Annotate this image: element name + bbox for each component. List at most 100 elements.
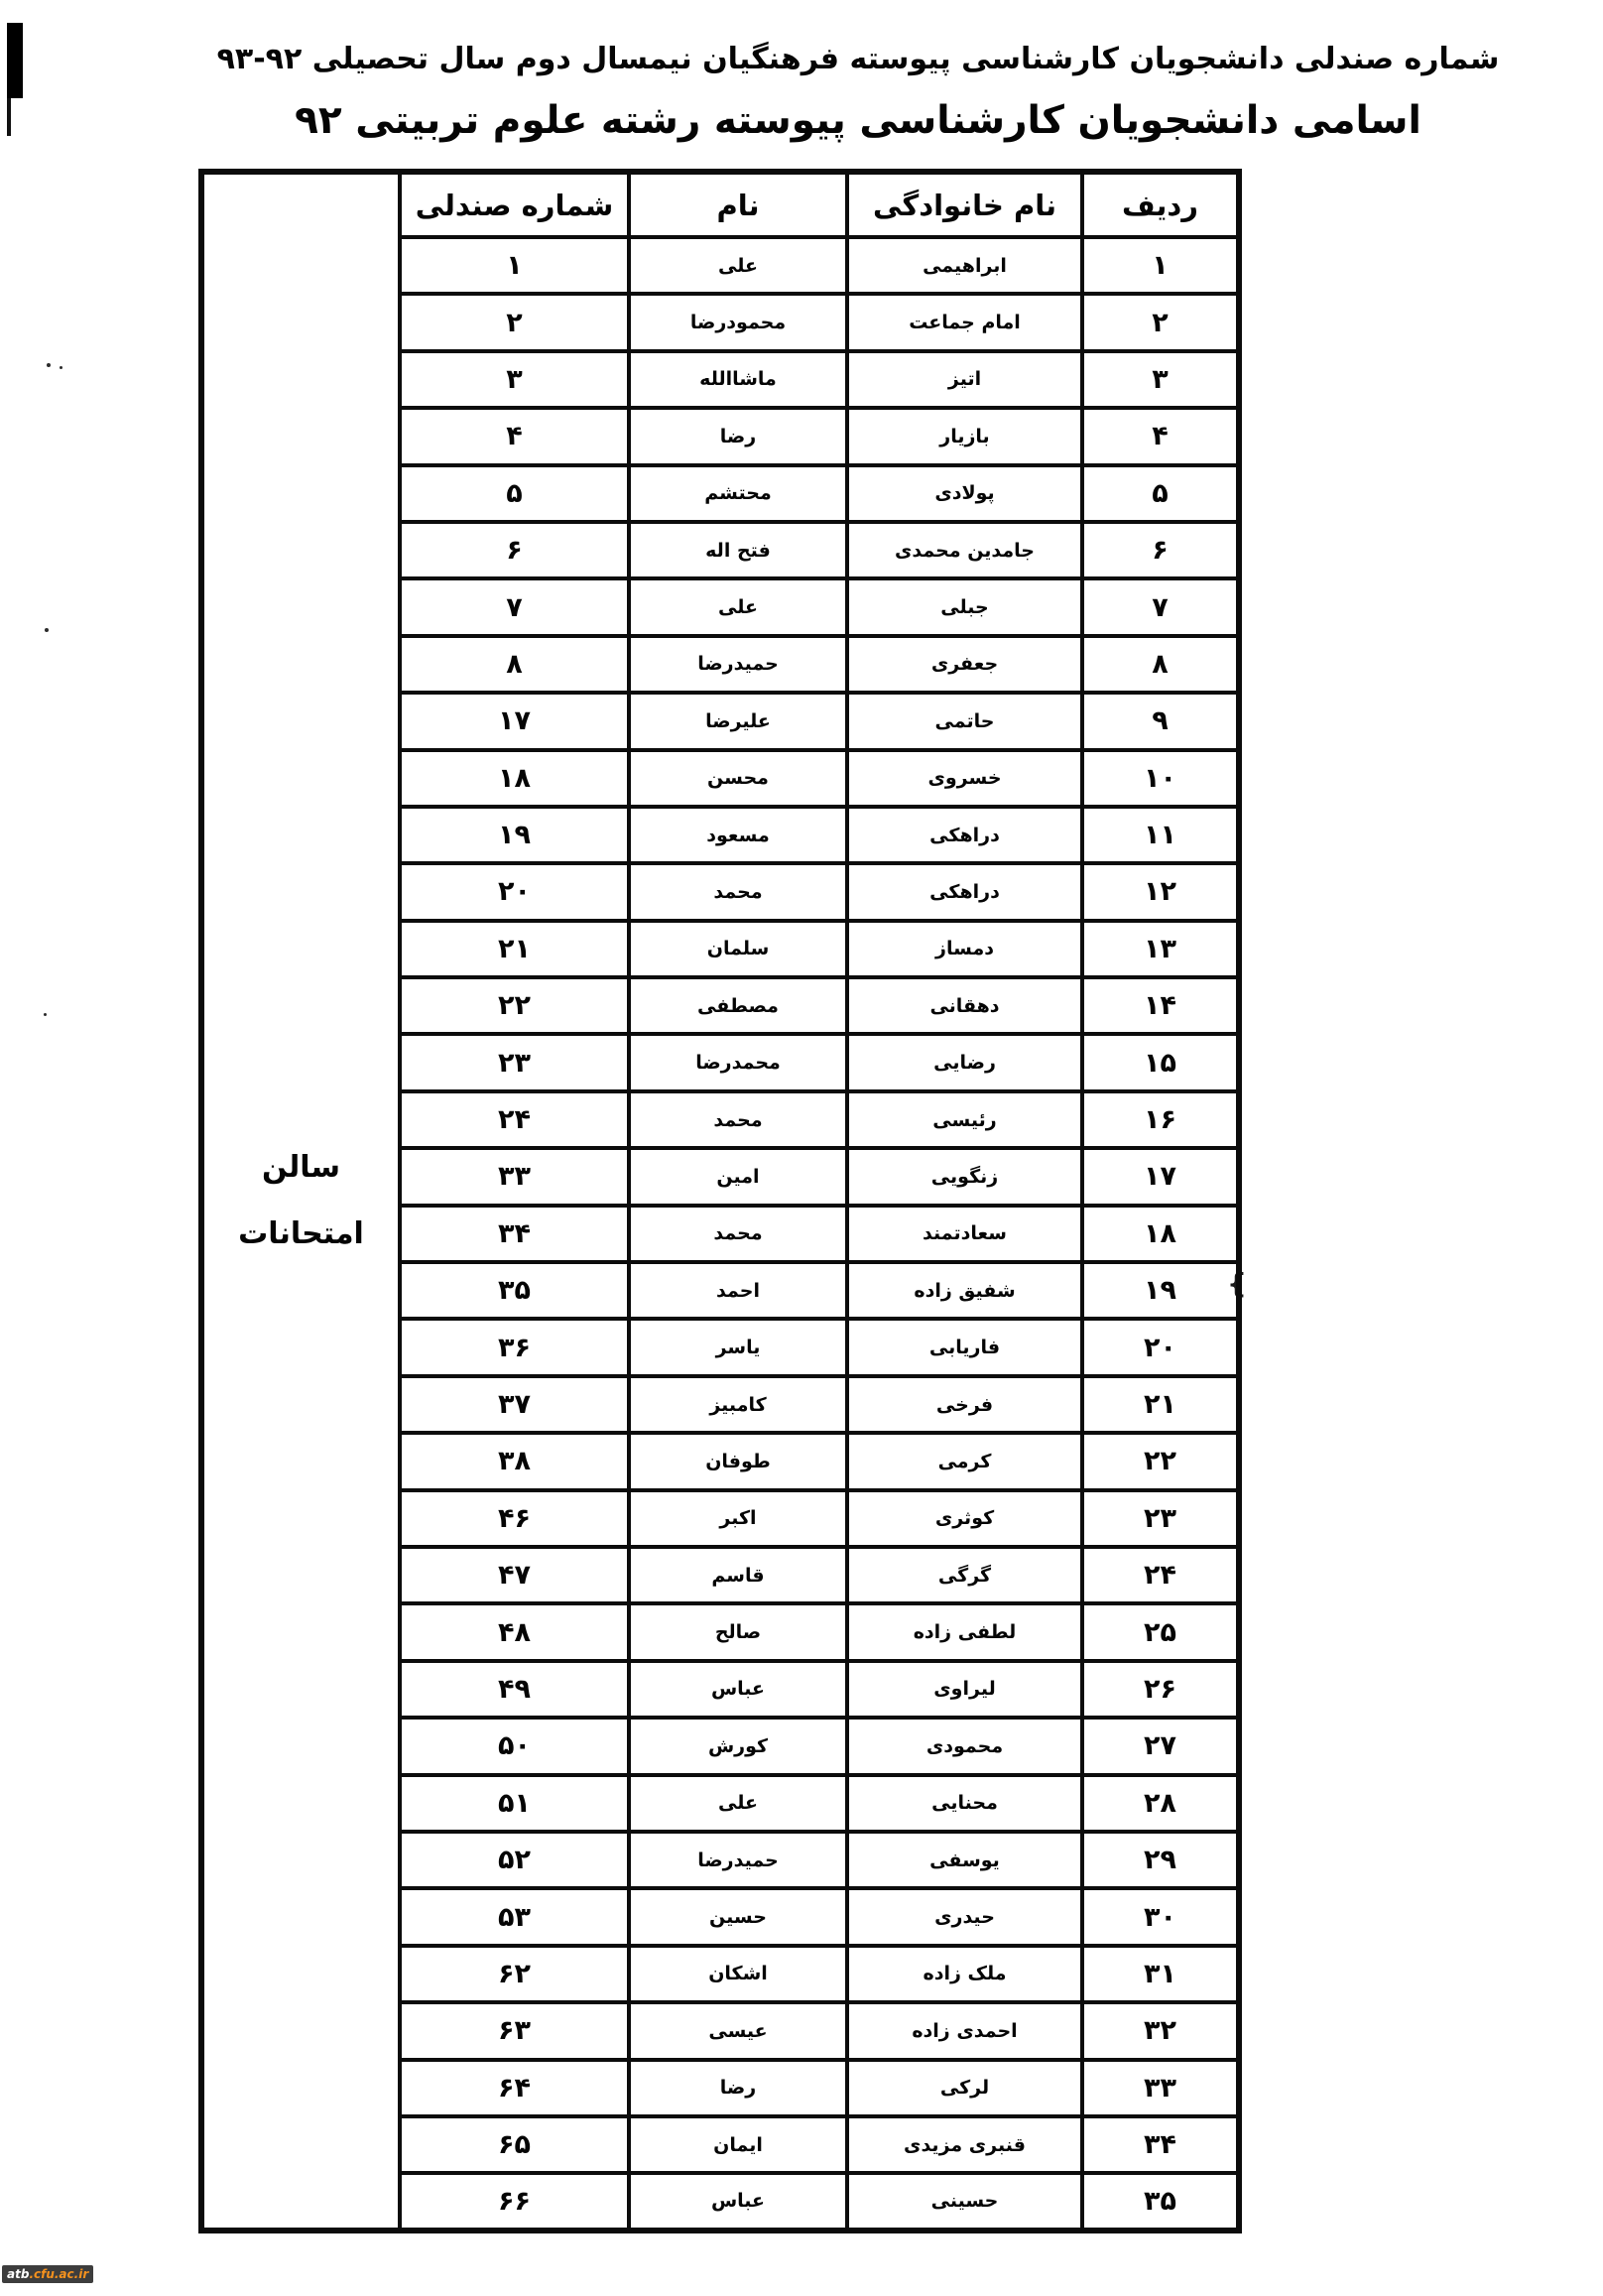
family-name-cell: ابراهیمی (845, 234, 1084, 297)
table-row: ۵ پولادی محتشم ۵ (201, 462, 1241, 524)
family-name-cell: اتیز (845, 348, 1084, 411)
row-index-cell: ۱۵ (1080, 1032, 1241, 1093)
family-name-cell: دهقانی (845, 975, 1084, 1037)
first-name-cell: امین (627, 1146, 849, 1208)
row-index-cell: ۳ (1080, 348, 1241, 411)
row-index-cell: ۲۴ (1080, 1544, 1241, 1606)
exam-hall-cell: سالن امتحانات (199, 170, 402, 2232)
seat-number-cell: ۳۷ (398, 1373, 631, 1436)
family-name-cell: کرمی (845, 1431, 1084, 1492)
family-name-cell: حاتمی (845, 691, 1084, 752)
seat-number-cell: ۳۵ (398, 1260, 631, 1322)
family-name-cell: رضایی (845, 1032, 1084, 1093)
first-name-cell: رضا (627, 2057, 849, 2118)
seat-number-cell: ۳۳ (398, 1146, 631, 1208)
seat-number-cell: ۴۹ (398, 1658, 631, 1721)
family-name-cell: محنایی (845, 1772, 1084, 1834)
family-name-cell: لطفی زاده (845, 1601, 1084, 1663)
table-row: ۲۹ یوسفی حمیدرضا ۵۲ (201, 1829, 1241, 1891)
scan-artifact-bar-tail (7, 98, 11, 136)
table-row: ۲۷ محمودی کورش ۵۰ (201, 1716, 1241, 1777)
first-name-cell: رضا (627, 406, 849, 467)
watermark-site-suffix: .cfu.ac.ir (29, 2267, 89, 2281)
family-name-cell: رئیسی (845, 1088, 1084, 1151)
first-name-cell: فتح اله (627, 519, 849, 581)
first-name-cell: صالح (627, 1601, 849, 1663)
family-name-cell: جعفری (845, 633, 1084, 696)
family-name-cell: قنبری مزیدی (845, 2113, 1084, 2176)
seat-number-cell: ۲ (398, 292, 631, 353)
student-table-body: ردیف نام خانوادگی نام شماره صندلی سالن ا… (199, 170, 1241, 2232)
table-row: ۲۰ فاریابی یاسر ۳۶ (201, 1317, 1241, 1378)
family-name-cell: احمدی زاده (845, 2000, 1084, 2062)
seat-number-cell: ۴۸ (398, 1601, 631, 1663)
row-index-cell: ۳۵ (1080, 2171, 1241, 2232)
document-title-secondary: اسامی دانشجویان کارشناسی پیوسته رشته علو… (295, 98, 1421, 143)
row-index-cell: ۱۹ (1080, 1260, 1241, 1322)
table-row: ۲۳ کوثری اکبر ۴۶ (201, 1487, 1241, 1549)
seat-number-cell: ۵۳ (398, 1886, 631, 1948)
first-name-cell: مسعود (627, 804, 849, 866)
first-name-cell: محمودرضا (627, 292, 849, 353)
document-title-primary: شماره صندلی دانشجویان کارشناسی پیوسته فر… (216, 42, 1500, 76)
first-name-cell: کورش (627, 1716, 849, 1777)
first-name-cell: ماشاالله (627, 348, 849, 411)
seat-number-cell: ۳۸ (398, 1431, 631, 1492)
family-name-cell: امام جماعت (845, 292, 1084, 353)
table-row: ۱۶ رئیسی محمد ۲۴ (201, 1088, 1241, 1151)
seat-number-cell: ۲۴ (398, 1088, 631, 1151)
table-row: ۲۱ فرخی کامبیز ۳۷ (201, 1373, 1241, 1436)
row-index-cell: ۳۰ (1080, 1886, 1241, 1948)
family-name-cell: دراهکی (845, 861, 1084, 923)
family-name-cell: جبلی (845, 576, 1084, 638)
first-name-cell: کامبیز (627, 1373, 849, 1436)
family-name-cell: شفیق زاده (845, 1260, 1084, 1322)
seat-number-cell: ۶ (398, 519, 631, 581)
first-name-cell: محمدرضا (627, 1032, 849, 1093)
table-row: ۹ حاتمی علیرضا ۱۷ (201, 691, 1241, 752)
family-name-cell: زنگویی (845, 1146, 1084, 1208)
table-row: ۷ جبلی علی ۷ (201, 576, 1241, 638)
seat-number-cell: ۱۹ (398, 804, 631, 866)
row-index-cell: ۴ (1080, 406, 1241, 467)
row-index-cell: ۳۱ (1080, 1943, 1241, 2005)
seat-number-cell: ۶۶ (398, 2171, 631, 2232)
seat-number-cell: ۳۴ (398, 1203, 631, 1265)
watermark-badge: atb .cfu.ac.ir (2, 2265, 94, 2283)
first-name-cell: محمد (627, 1203, 849, 1265)
row-index-cell: ۲۷ (1080, 1716, 1241, 1777)
seat-number-cell: ۷ (398, 576, 631, 638)
first-name-cell: مصطفی (627, 975, 849, 1037)
first-name-cell: سلمان (627, 918, 849, 980)
row-index-cell: ۸ (1080, 633, 1241, 696)
family-name-cell: دمساز (845, 918, 1084, 980)
table-row: ۳۴ قنبری مزیدی ایمان ۶۵ (201, 2113, 1241, 2176)
table-row: ۱ ابراهیمی علی ۱ (201, 234, 1241, 297)
seat-number-cell: ۳۶ (398, 1317, 631, 1378)
first-name-cell: علی (627, 1772, 849, 1834)
row-index-cell: ۲۹ (1080, 1829, 1241, 1891)
seat-number-cell: ۴۷ (398, 1544, 631, 1606)
row-index-cell: ۵ (1080, 462, 1241, 524)
header-first-name: نام (627, 170, 849, 239)
scan-artifact-bar (7, 23, 23, 98)
row-index-cell: ۱۶ (1080, 1088, 1241, 1151)
first-name-cell: حمیدرضا (627, 1829, 849, 1891)
first-name-cell: اکبر (627, 1487, 849, 1549)
family-name-cell: حسینی (845, 2171, 1084, 2232)
row-index-cell: ۱۲ (1080, 861, 1241, 923)
table-row: ۲۴ گرگی قاسم ۴۷ (201, 1544, 1241, 1606)
row-index-cell: ۲۳ (1080, 1487, 1241, 1549)
seat-number-cell: ۲۰ (398, 861, 631, 923)
first-name-cell: طوفان (627, 1431, 849, 1492)
table-row: ۱۵ رضایی محمدرضا ۲۳ (201, 1032, 1241, 1093)
row-index-cell: ۱ (1080, 234, 1241, 297)
seat-number-cell: ۵ (398, 462, 631, 524)
row-index-cell: ۳۳ (1080, 2057, 1241, 2118)
first-name-cell: عباس (627, 1658, 849, 1721)
row-index-cell: ۲۶ (1080, 1658, 1241, 1721)
table-row: ۱۲ دراهکی محمد ۲۰ (201, 861, 1241, 923)
seat-number-cell: ۱۸ (398, 747, 631, 809)
first-name-cell: حمیدرضا (627, 633, 849, 696)
